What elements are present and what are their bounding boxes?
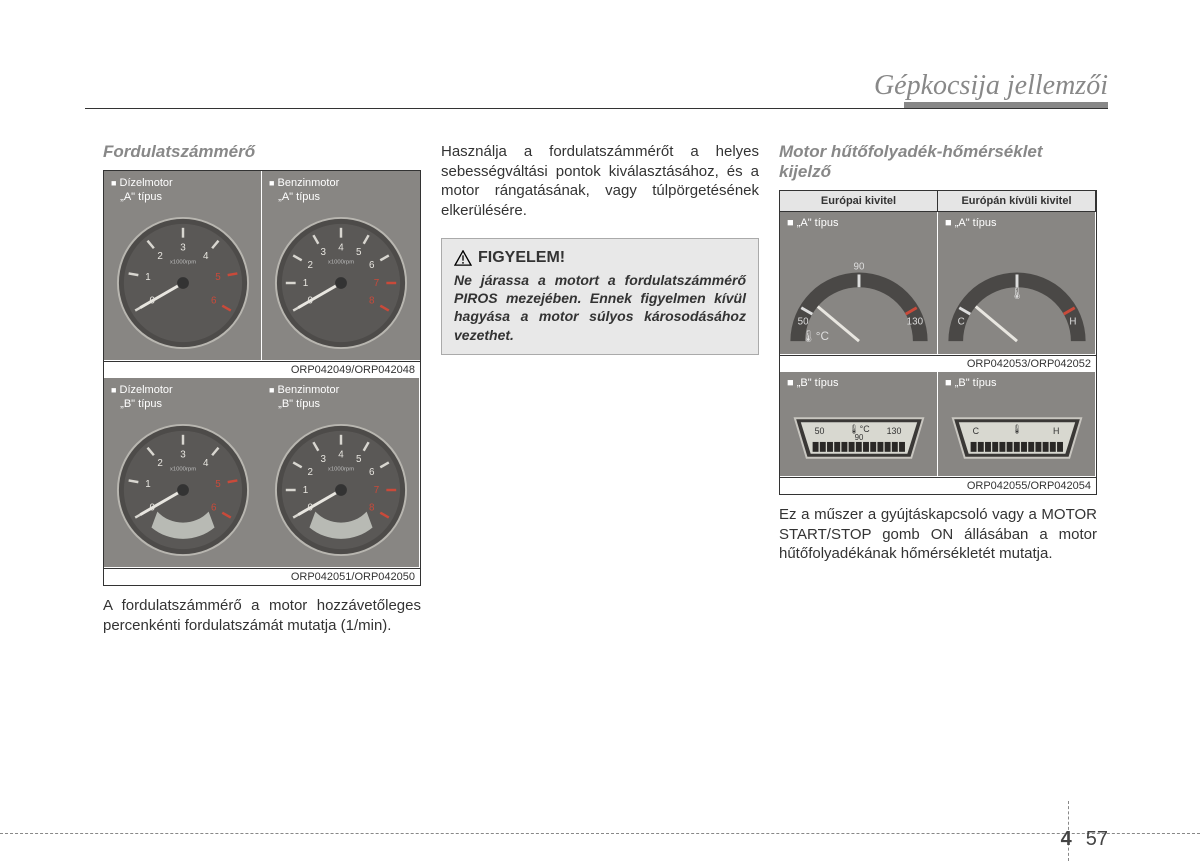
temp-gauge-arc-icon: C H 🌡 [943, 248, 1091, 346]
gauge-label: ■ Dízelmotor „B" típus [111, 383, 173, 412]
svg-text:🌡: 🌡 [1009, 286, 1024, 300]
svg-text:3: 3 [321, 247, 327, 258]
svg-text:4: 4 [338, 449, 344, 460]
temp-noneuro-b: ■ „B" típus C H 🌡 [938, 372, 1096, 477]
figure-code: ORP042053/ORP042052 [780, 355, 1096, 372]
section-title-temp: Motor hűtőfolyadék-hőmérséklet kijelző [779, 142, 1097, 182]
tachometer-gauge-icon: 0123456x1000rpm [114, 214, 252, 352]
tachometer-gauge-icon: 012345678x1000rpm [272, 421, 410, 559]
warning-text: Ne járassa a motort a fordulats­zámmérő … [454, 271, 746, 344]
svg-text:7: 7 [373, 485, 378, 496]
svg-text:2: 2 [157, 458, 162, 469]
gauge-label: ■ Dízelmotor „A" típus [111, 176, 173, 205]
svg-text:5: 5 [356, 454, 362, 465]
svg-text:x1000rpm: x1000rpm [170, 466, 196, 472]
header-rule [85, 108, 1108, 109]
tach-petrol-a: ■ Benzinmotor „A" típus 012345678x1000rp… [262, 171, 420, 361]
svg-text:8: 8 [368, 503, 374, 514]
svg-text:🌡°C: 🌡°C [800, 329, 829, 343]
footer-dashed-rule [0, 833, 1200, 834]
temp-euro-b: ■ „B" típus 50 130 90🌡°C [780, 372, 938, 477]
tachometer-gauge-icon: 0123456x1000rpm [114, 421, 252, 559]
tach-body-text: A fordulatszámmérő a motor hozzávetőlege… [103, 596, 421, 635]
svg-text:3: 3 [180, 449, 186, 460]
temp-label: ■ „A" típus [787, 217, 839, 229]
svg-text:1: 1 [145, 479, 150, 490]
svg-text:🌡°C: 🌡°C [848, 424, 870, 434]
svg-text:x1000rpm: x1000rpm [327, 466, 353, 472]
svg-text:H: H [1069, 316, 1076, 327]
svg-text:H: H [1053, 426, 1059, 436]
section-title-tach: Fordulatszámmérő [103, 142, 421, 162]
page-header-title: Gépkocsija jellemzői [874, 70, 1108, 102]
svg-text:5: 5 [215, 479, 221, 490]
svg-text:2: 2 [157, 251, 162, 262]
temp-label: ■ „B" típus [787, 377, 839, 389]
temp-header-noneuro: Európán kívüli kivitel [938, 191, 1096, 212]
svg-text:130: 130 [906, 316, 923, 327]
svg-text:6: 6 [211, 503, 217, 514]
svg-text:5: 5 [215, 272, 221, 283]
warning-title: FIGYELEM! [454, 249, 746, 267]
temp-euro-a: ■ „A" típus 50 90 130 🌡°C [780, 212, 938, 355]
temp-grid: Európai kivitel Európán kívüli kivitel ■… [779, 190, 1097, 495]
figure-code: ORP042055/ORP042054 [780, 477, 1096, 494]
temp-label: ■ „A" típus [945, 217, 997, 229]
svg-text:C: C [972, 426, 979, 436]
svg-text:2: 2 [307, 467, 312, 478]
svg-text:3: 3 [180, 242, 186, 253]
temp-noneuro-a: ■ „A" típus C H 🌡 [938, 212, 1096, 355]
temp-gauge-bar-icon: C H 🌡 [943, 408, 1091, 468]
svg-text:1: 1 [303, 278, 308, 289]
svg-text:8: 8 [369, 296, 375, 307]
svg-text:6: 6 [210, 296, 216, 307]
column-temp: Motor hűtőfolyadék-hőmérséklet kijelző E… [779, 142, 1097, 564]
svg-text:90: 90 [853, 262, 864, 273]
tach-diesel-a: ■ Dízelmotor „A" típus 0123456x1000rpm [104, 171, 262, 361]
svg-text:4: 4 [203, 458, 209, 469]
temp-gauge-bar-icon: 50 130 90🌡°C [785, 408, 933, 468]
svg-text:7: 7 [374, 278, 379, 289]
svg-text:x1000rpm: x1000rpm [328, 259, 354, 265]
figure-code: ORP042049/ORP042048 [104, 361, 420, 378]
svg-text:3: 3 [320, 454, 326, 465]
column-tachometer: Fordulatszámmérő ■ Dízelmotor „A" típus … [103, 142, 421, 635]
warning-box: FIGYELEM! Ne járassa a motort a fordulat… [441, 238, 759, 355]
svg-text:x1000rpm: x1000rpm [169, 259, 195, 265]
svg-text:130: 130 [886, 426, 901, 436]
temp-label: ■ „B" típus [945, 377, 997, 389]
warning-triangle-icon [454, 250, 472, 266]
svg-text:4: 4 [338, 242, 344, 253]
svg-text:2: 2 [308, 260, 313, 271]
tach-grid: ■ Dízelmotor „A" típus 0123456x1000rpm ■… [103, 170, 421, 586]
svg-text:5: 5 [356, 247, 362, 258]
svg-text:1: 1 [302, 485, 307, 496]
svg-text:6: 6 [368, 467, 374, 478]
figure-code: ORP042051/ORP042050 [104, 568, 420, 585]
tach-diesel-b: ■ Dízelmotor „B" típus 0123456x1000rpm [104, 378, 262, 568]
gauge-label: ■ Benzinmotor „A" típus [269, 176, 339, 205]
page-number: 457 [1061, 828, 1108, 851]
svg-text:4: 4 [203, 251, 209, 262]
temp-gauge-arc-icon: 50 90 130 🌡°C [785, 248, 933, 346]
svg-text:50: 50 [814, 426, 824, 436]
svg-text:90: 90 [854, 433, 863, 442]
tachometer-gauge-icon: 012345678x1000rpm [272, 214, 410, 352]
usage-text: Használja a fordulatszámmérőt a helyes s… [441, 142, 759, 220]
column-middle: Használja a fordulatszámmérőt a helyes s… [441, 142, 759, 355]
tach-petrol-b: ■ Benzinmotor „B" típus 012345678x1000rp… [262, 378, 420, 568]
svg-text:1: 1 [145, 272, 150, 283]
svg-text:🌡: 🌡 [1011, 424, 1022, 434]
gauge-label: ■ Benzinmotor „B" típus [269, 383, 339, 412]
temp-body-text: Ez a műszer a gyújtáskapcsoló vagy a MOT… [779, 505, 1097, 564]
temp-header-euro: Európai kivitel [780, 191, 938, 212]
svg-text:C: C [957, 316, 964, 327]
svg-text:6: 6 [369, 260, 375, 271]
svg-text:50: 50 [797, 316, 808, 327]
